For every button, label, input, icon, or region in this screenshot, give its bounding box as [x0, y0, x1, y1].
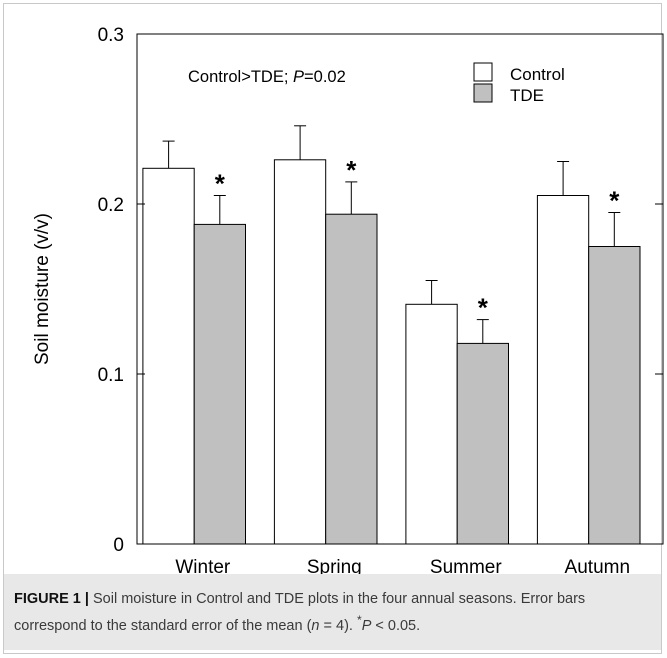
legend-label-tde: TDE — [510, 86, 544, 105]
significance-star-winter: * — [215, 169, 226, 199]
bar-tde-spring — [325, 213, 378, 545]
caption-n-value: = 4). — [319, 617, 357, 634]
x-axis-tick-labels: Winter Spring Summer Autumn — [175, 557, 630, 578]
legend: Control TDE — [473, 62, 565, 105]
bar-control-spring — [273, 159, 327, 545]
significance-markers: * * * * — [215, 155, 620, 323]
bars-layer — [142, 159, 641, 545]
error-bars-layer — [162, 125, 621, 344]
caption-text-2: Error bars correspond to the standard er… — [14, 591, 586, 634]
caption-background — [4, 574, 661, 650]
legend-label-control: Control — [510, 65, 565, 84]
bar-control-winter — [142, 167, 195, 545]
stat-annotation-p-symbol: P — [293, 68, 304, 86]
stat-annotation: Control>TDE; P=0.02 — [188, 68, 346, 86]
caption-text-1: Soil moisture in Control and TDE plots i… — [93, 591, 517, 607]
figure-caption: FIGURE 1 | Soil moisture in Control and … — [14, 589, 654, 637]
caption-label: FIGURE 1 | — [14, 591, 89, 607]
y-tick-label-0.2: 0.2 — [98, 195, 124, 216]
y-tick-label-0.1: 0.1 — [98, 365, 124, 386]
y-axis-label: Soil moisture (v/v) — [32, 213, 53, 365]
bar-chart: 00.10.20.3 Winter Spring Summer Autumn * ***… — [32, 25, 664, 578]
significance-star-autumn: * — [609, 186, 620, 216]
stat-annotation-prefix: Control>TDE; — [188, 68, 293, 86]
bar-tde-winter — [193, 223, 246, 545]
plot-area-frame — [136, 33, 664, 545]
y-axis-ticks: 0 0.1 0.2 0.3 — [98, 25, 663, 556]
y-tick-label-0.3: 0.3 — [98, 25, 124, 46]
bar-tde-autumn — [588, 246, 641, 545]
significance-star-summer: * — [478, 293, 489, 323]
caption-p-value: < 0.05. — [371, 617, 421, 634]
y-tick-label-0: 0 — [113, 535, 124, 556]
caption-p-symbol: P — [361, 617, 372, 634]
caption-sup-marker: * — [356, 613, 362, 627]
caption-n-symbol: n — [311, 617, 320, 634]
x-tick-label-summer: Summer — [430, 557, 502, 578]
legend-swatch-control — [473, 62, 493, 82]
bar-control-summer — [405, 303, 458, 545]
bar-control-autumn — [536, 195, 590, 545]
legend-swatch-tde — [473, 83, 493, 103]
x-tick-label-autumn: Autumn — [565, 557, 630, 578]
x-tick-label-spring: Spring — [307, 557, 362, 578]
x-tick-label-winter: Winter — [175, 557, 231, 578]
bar-tde-summer — [456, 342, 510, 545]
stat-annotation-p-value: =0.02 — [304, 68, 346, 86]
significance-star-spring: * — [346, 155, 357, 185]
